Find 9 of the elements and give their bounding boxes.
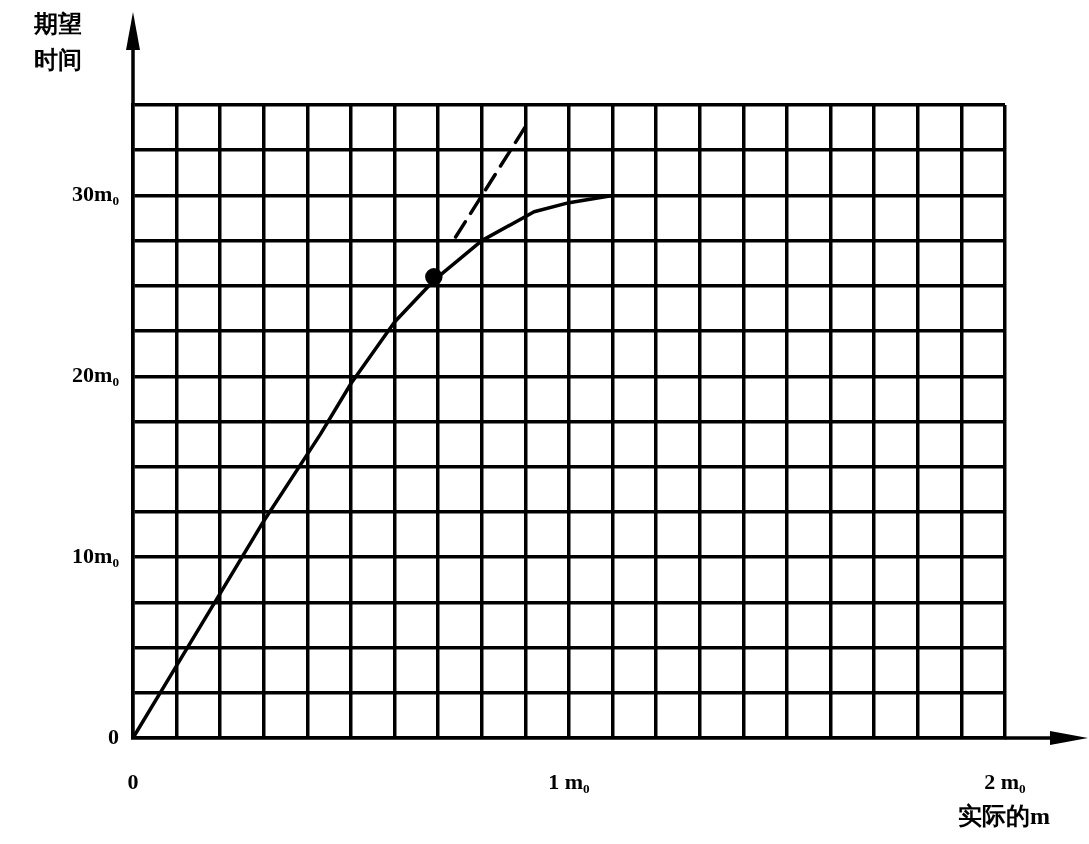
- y-axis-title: 期望时间: [33, 11, 82, 74]
- x-axis-title: 实际的m: [958, 803, 1050, 830]
- y-tick-label: 30m₀: [72, 181, 120, 207]
- y-tick-label: 20m₀: [72, 361, 120, 387]
- x-tick-label: 2 m₀: [984, 768, 1027, 794]
- x-tick-label: 1 m₀: [548, 768, 591, 794]
- x-tick-label: 0: [127, 768, 139, 794]
- y-tick-label: 10m₀: [72, 542, 120, 568]
- y-tick-label: 0: [108, 723, 119, 749]
